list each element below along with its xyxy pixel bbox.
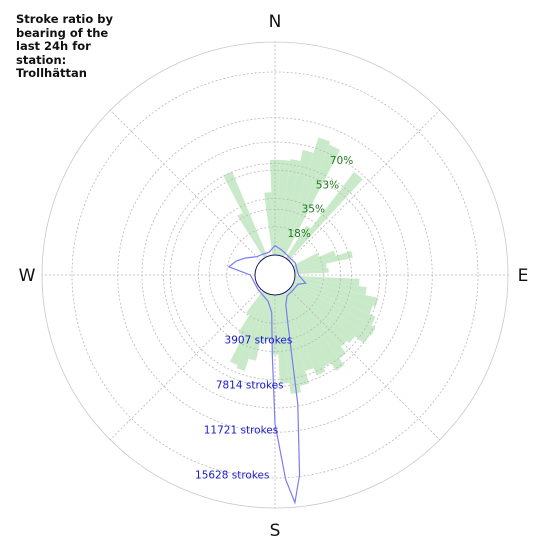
ratio-bar [248,294,271,361]
polar-grid [41,41,509,509]
ratio-bar [289,287,355,344]
ratio-bar [291,284,376,337]
ratio-bar [269,159,281,256]
ratio-bar [279,149,314,256]
ratio-tick-label: 53% [316,179,339,191]
ratio-bar [281,137,331,257]
ratio-bar [264,192,275,256]
ratio-bar [294,267,329,275]
ratio-bar [277,159,301,256]
ratio-bar [236,293,269,372]
stroke-count-line [227,244,307,505]
ratio-bar [294,263,327,273]
ratio-bar [246,290,265,316]
center-ring [254,254,296,296]
ratio-bar [277,294,301,395]
ratio-bar [293,250,336,269]
ratio-bar [275,294,290,384]
ratio-bar [275,159,291,256]
grid-ring [163,163,387,387]
compass-label-n: N [269,12,282,32]
ratio-bar [285,290,345,371]
grid-spoke [109,109,262,262]
ratio-tick-label: 18% [287,228,310,240]
ratio-bar [292,253,319,268]
stroke-tick-label: 7814 strokes [216,379,284,391]
compass-label-s: S [270,521,281,541]
ratio-bar [294,277,367,296]
ratio-tick-label: 70% [330,155,353,167]
ratio-bar [285,225,311,260]
grid-spoke [288,288,441,441]
stroke-curve [227,244,307,505]
ratio-bar [229,292,268,366]
ratio-bar [238,291,266,336]
ratio-bar [294,279,379,307]
stroke-tick-label: 3907 strokes [225,335,293,347]
ratio-bar [223,171,268,258]
grid-spoke [109,288,262,441]
compass-label-e: E [518,266,529,286]
ratio-bar [284,291,331,368]
ratio-bar [294,275,360,287]
compass-label-w: W [19,266,36,286]
ratio-bar [293,281,373,315]
grid-spoke [288,109,441,262]
ratio-bar [282,144,341,258]
ratio-bar [237,212,266,259]
chart-title: Stroke ratio by bearing of the last 24h … [16,12,113,80]
ratio-bar [290,285,370,344]
ratio-bars [223,137,379,395]
ratio-tick-label: 35% [302,204,325,216]
axis-labels: N E S W 18% 35% 53% 70% 3907 strokes 7814 strokes… [19,12,529,541]
grid-ring [71,71,479,479]
stroke-tick-label: 15628 strokes [195,469,269,481]
ratio-bar [281,293,314,372]
ratio-bar [287,289,347,359]
stroke-tick-label: 11721 strokes [204,424,278,436]
